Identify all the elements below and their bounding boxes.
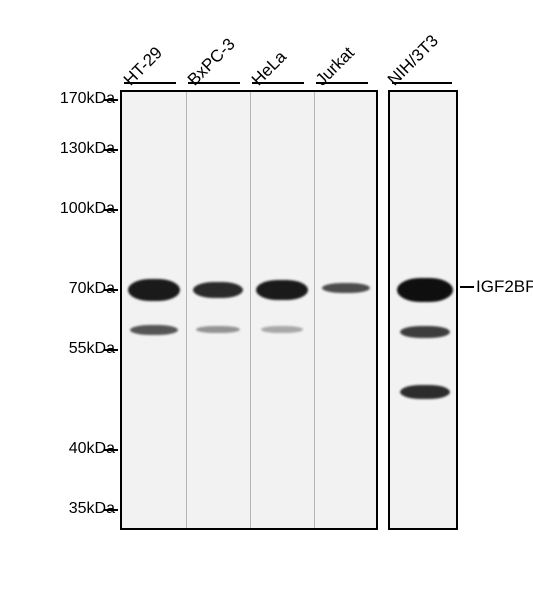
band	[397, 278, 453, 302]
target-tick	[460, 286, 474, 288]
band	[193, 282, 243, 298]
band	[400, 326, 450, 338]
mw-tick	[104, 149, 118, 151]
western-blot-figure: 170kDa 130kDa 100kDa 70kDa 55kDa 40kDa 3…	[0, 0, 533, 590]
blot-panel-nih	[388, 90, 458, 530]
lane-separator	[250, 92, 251, 528]
mw-tick	[104, 289, 118, 291]
band	[196, 326, 240, 333]
mw-tick	[104, 209, 118, 211]
mw-tick	[104, 449, 118, 451]
lane-separator	[186, 92, 187, 528]
lane-underline	[124, 82, 176, 84]
mw-tick	[104, 99, 118, 101]
target-label: IGF2BP2	[476, 277, 533, 297]
mw-tick	[104, 509, 118, 511]
band	[400, 385, 450, 399]
mw-tick	[104, 349, 118, 351]
band	[261, 326, 303, 333]
lane-underline	[316, 82, 368, 84]
band	[128, 279, 180, 301]
lane-underline	[252, 82, 304, 84]
band	[256, 280, 308, 300]
blot-area	[120, 90, 460, 530]
lane-separator	[314, 92, 315, 528]
band	[322, 283, 370, 293]
lane-underline	[392, 82, 452, 84]
band	[130, 325, 178, 335]
lane-underline	[188, 82, 240, 84]
blot-panel-main	[120, 90, 378, 530]
